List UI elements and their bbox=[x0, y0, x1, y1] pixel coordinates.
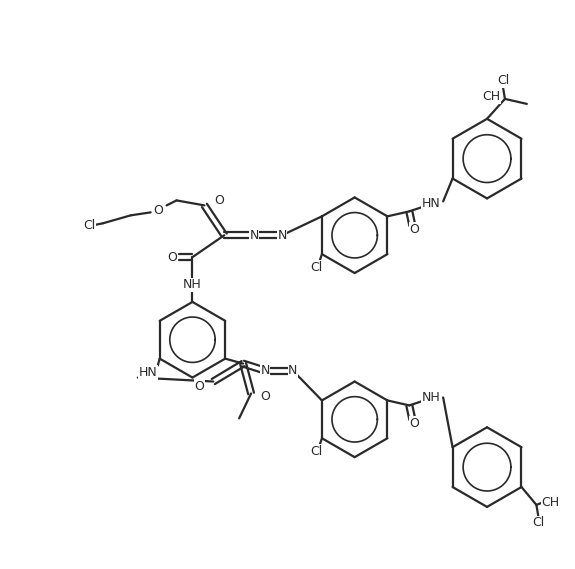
Text: N: N bbox=[288, 364, 298, 377]
Text: O: O bbox=[409, 417, 419, 430]
Text: CH: CH bbox=[542, 496, 559, 509]
Text: NH: NH bbox=[422, 391, 440, 404]
Text: CH: CH bbox=[482, 90, 500, 104]
Text: O: O bbox=[194, 380, 204, 393]
Text: HN: HN bbox=[422, 197, 440, 210]
Text: O: O bbox=[168, 250, 178, 263]
Text: N: N bbox=[250, 229, 259, 242]
Text: Cl: Cl bbox=[532, 516, 545, 529]
Text: O: O bbox=[409, 223, 419, 236]
Text: O: O bbox=[154, 204, 163, 217]
Text: O: O bbox=[260, 390, 270, 403]
Text: HN: HN bbox=[139, 366, 157, 379]
Text: Cl: Cl bbox=[310, 445, 322, 457]
Text: Cl: Cl bbox=[310, 261, 322, 274]
Text: N: N bbox=[277, 229, 287, 242]
Text: Cl: Cl bbox=[497, 75, 509, 88]
Text: O: O bbox=[214, 194, 224, 207]
Text: NH: NH bbox=[183, 278, 202, 291]
Text: N: N bbox=[260, 364, 270, 377]
Text: Cl: Cl bbox=[83, 219, 95, 232]
